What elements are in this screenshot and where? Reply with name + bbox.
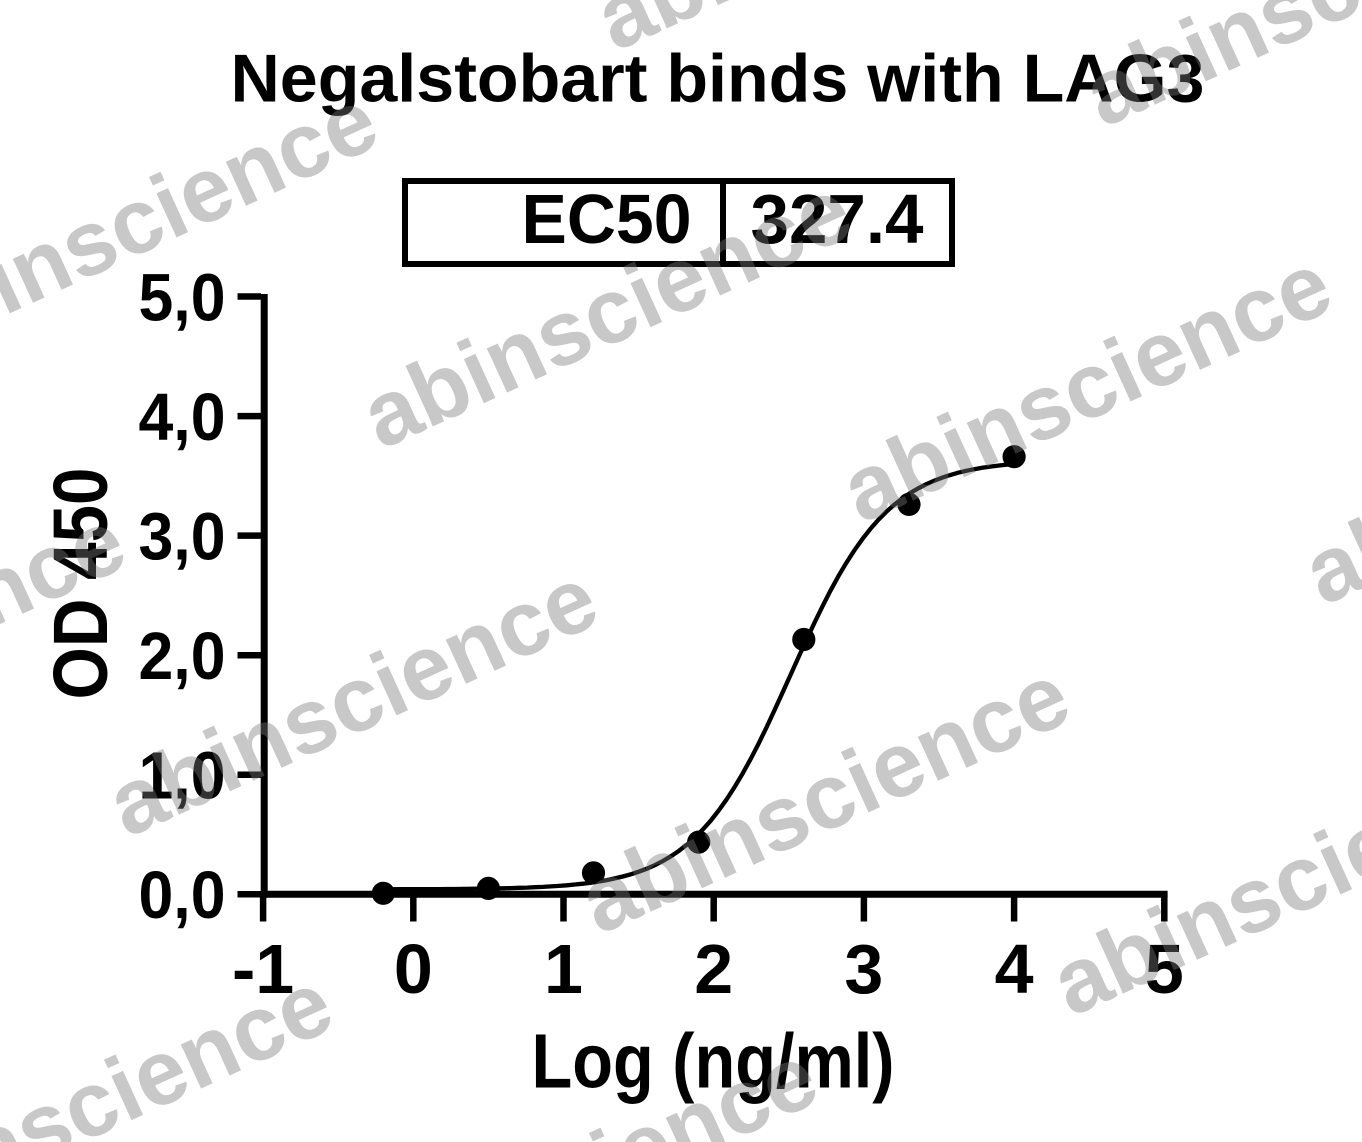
svg-text:-1: -1 [232, 930, 294, 1008]
svg-text:1,0: 1,0 [139, 740, 226, 814]
svg-text:4: 4 [995, 930, 1034, 1008]
svg-text:2,0: 2,0 [139, 620, 226, 694]
svg-text:5,0: 5,0 [139, 261, 226, 335]
svg-text:0,0: 0,0 [139, 859, 226, 933]
svg-text:OD 450: OD 450 [38, 468, 124, 700]
svg-text:5: 5 [1145, 930, 1184, 1008]
svg-text:4,0: 4,0 [139, 381, 226, 455]
svg-text:2: 2 [694, 930, 733, 1008]
svg-text:3: 3 [844, 930, 883, 1008]
svg-text:Log (ng/ml): Log (ng/ml) [532, 1019, 895, 1105]
svg-text:1: 1 [544, 930, 583, 1008]
svg-text:0: 0 [394, 930, 433, 1008]
svg-text:3,0: 3,0 [139, 500, 226, 574]
svg-text:Negalstobart binds with LAG3: Negalstobart binds with LAG3 [231, 42, 1205, 117]
svg-text:EC50: EC50 [522, 180, 692, 258]
svg-text:327.4: 327.4 [751, 180, 924, 258]
